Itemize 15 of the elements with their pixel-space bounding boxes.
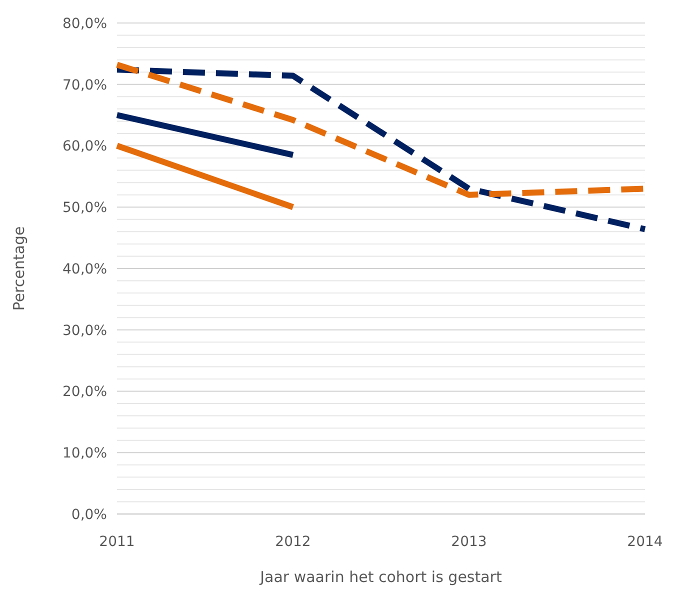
y-tick-label: 80,0% [62, 16, 107, 32]
y-tick-label: 20,0% [62, 384, 107, 400]
y-tick-label: 60,0% [62, 138, 107, 155]
x-tick-label: 2014 [627, 534, 663, 550]
y-tick-label: 10,0% [62, 446, 107, 462]
x-axis-title: Jaar waarin het cohort is gestart [259, 568, 502, 586]
x-tick-label: 2013 [451, 534, 487, 550]
y-tick-label: 40,0% [62, 261, 107, 278]
x-tick-label: 2012 [275, 534, 311, 550]
y-tick-label: 50,0% [62, 200, 107, 216]
y-tick-label: 30,0% [62, 322, 107, 339]
x-tick-label: 2011 [99, 534, 135, 550]
y-axis-title: Percentage [10, 226, 28, 311]
y-tick-label: 70,0% [62, 77, 107, 94]
y-tick-label: 0,0% [71, 506, 107, 523]
